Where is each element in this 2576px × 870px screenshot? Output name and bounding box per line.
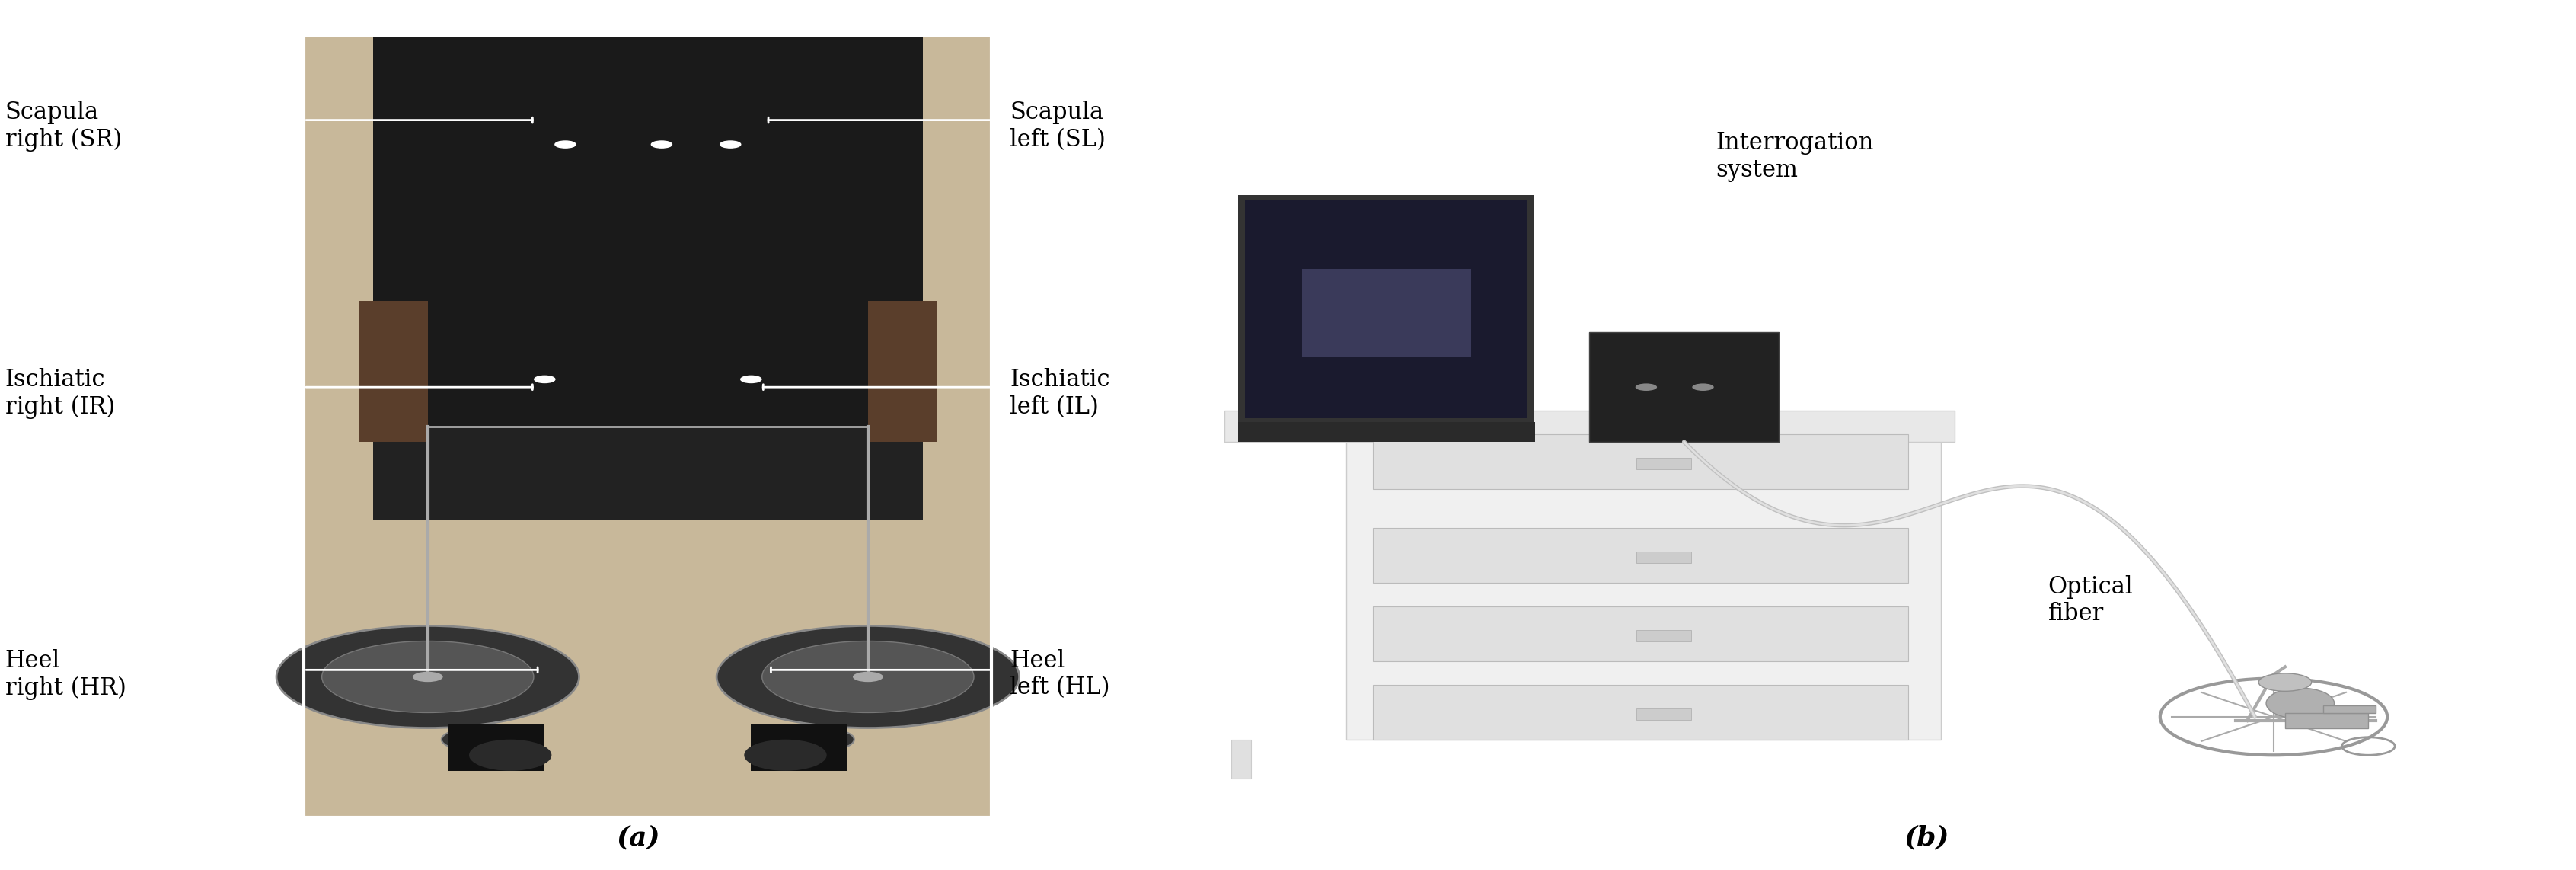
Bar <box>1224 411 1955 442</box>
Bar <box>1345 442 1942 740</box>
Circle shape <box>1692 384 1713 391</box>
Ellipse shape <box>2267 688 2334 719</box>
Circle shape <box>322 641 533 713</box>
Bar <box>2324 706 2375 713</box>
Bar <box>304 35 992 818</box>
Circle shape <box>276 626 580 728</box>
Ellipse shape <box>744 740 827 771</box>
Circle shape <box>716 626 1020 728</box>
Circle shape <box>762 641 974 713</box>
Bar <box>448 724 544 771</box>
Bar <box>1589 332 1780 442</box>
Bar <box>374 35 922 465</box>
Bar <box>304 35 992 818</box>
Bar <box>1239 422 1535 442</box>
Circle shape <box>554 141 574 148</box>
Circle shape <box>412 672 443 682</box>
Bar <box>2285 713 2367 728</box>
Text: Interrogation
system: Interrogation system <box>1716 131 1873 182</box>
Text: (b): (b) <box>1904 825 1950 851</box>
Circle shape <box>652 141 672 148</box>
Circle shape <box>742 376 762 383</box>
Circle shape <box>786 728 855 751</box>
Text: Optical
fiber: Optical fiber <box>2048 575 2133 626</box>
Bar <box>1301 269 1471 357</box>
Bar <box>752 724 848 771</box>
Circle shape <box>533 376 554 383</box>
Text: Scapula
left (SL): Scapula left (SL) <box>1010 101 1105 151</box>
Text: Scapula
right (SR): Scapula right (SR) <box>5 101 121 151</box>
Text: Ischiatic
right (IR): Ischiatic right (IR) <box>5 368 116 418</box>
Circle shape <box>440 728 510 751</box>
Text: Heel
right (HR): Heel right (HR) <box>5 649 126 699</box>
Circle shape <box>853 672 884 682</box>
Bar <box>1636 458 1690 470</box>
Text: Ischiatic
left (IL): Ischiatic left (IL) <box>1010 368 1110 418</box>
Bar <box>358 301 428 442</box>
Bar <box>1636 708 1690 720</box>
Bar <box>1373 528 1909 583</box>
Circle shape <box>2259 673 2311 691</box>
Circle shape <box>721 141 742 148</box>
Bar <box>868 301 938 442</box>
Bar <box>1373 434 1909 489</box>
Circle shape <box>1636 384 1656 391</box>
Ellipse shape <box>469 740 551 771</box>
Bar <box>1373 606 1909 661</box>
Text: (a): (a) <box>616 825 662 851</box>
Bar <box>1239 195 1535 422</box>
Bar <box>374 426 922 520</box>
Bar <box>1244 199 1528 418</box>
Bar <box>1373 685 1909 740</box>
Text: Heel
left (HL): Heel left (HL) <box>1010 649 1110 699</box>
Bar <box>1636 552 1690 564</box>
Bar <box>1636 630 1690 642</box>
Bar <box>1211 35 2563 818</box>
Bar <box>1231 740 1252 779</box>
